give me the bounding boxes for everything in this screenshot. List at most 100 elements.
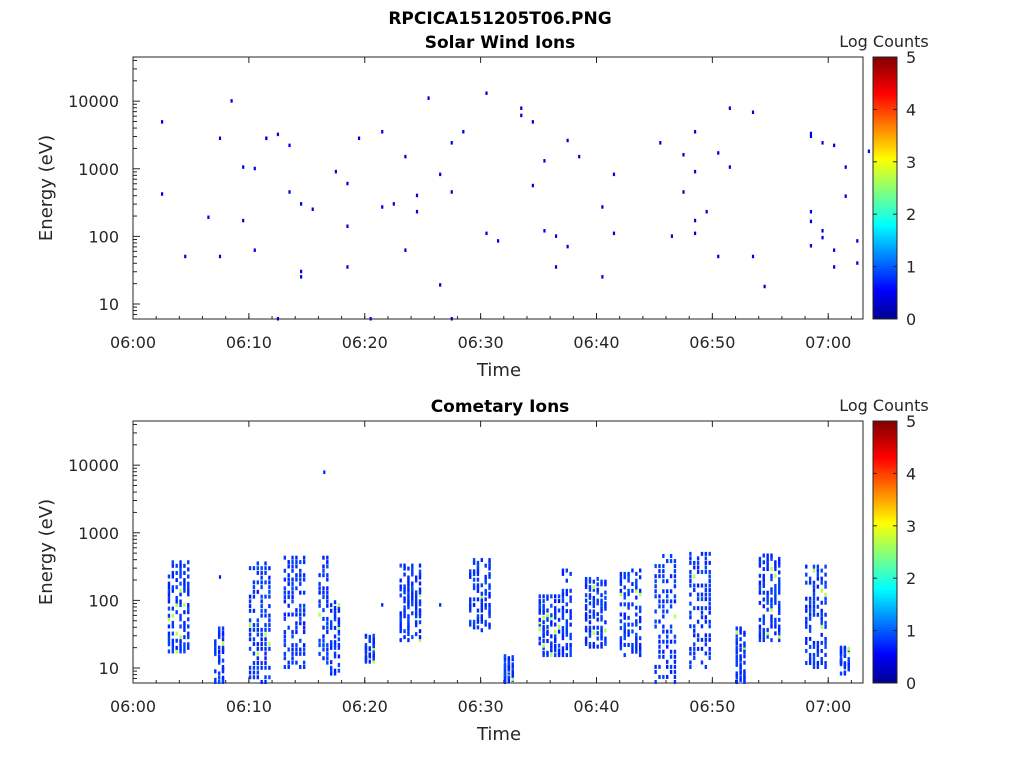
count-cell — [418, 635, 422, 640]
count-cell — [333, 654, 337, 659]
count-cell — [287, 603, 290, 608]
count-cell — [554, 634, 557, 639]
count-cell — [708, 637, 711, 642]
y-tick-label: 1000 — [78, 524, 119, 543]
count-cell — [816, 644, 820, 649]
count-cell — [689, 592, 692, 597]
count-cell — [805, 572, 808, 577]
count-cell — [669, 574, 673, 579]
count-cell — [217, 628, 221, 633]
count-cell — [739, 626, 742, 631]
count-cell — [488, 591, 491, 596]
count-cell — [248, 627, 252, 632]
count-cell — [333, 614, 337, 619]
count-cell — [183, 645, 186, 650]
count-cell — [816, 665, 820, 670]
count-cell — [469, 572, 472, 577]
count-cell — [778, 556, 781, 561]
count-cell — [414, 602, 418, 607]
count-cell — [619, 592, 623, 597]
count-cell — [808, 656, 812, 661]
count-cell — [179, 567, 182, 572]
count-cell — [669, 669, 673, 674]
count-cell — [600, 606, 603, 611]
count-cell — [207, 215, 210, 220]
count-cell — [217, 660, 221, 665]
count-cell — [623, 612, 626, 617]
count-cell — [561, 571, 565, 576]
x-tick-label: 06:30 — [458, 333, 504, 352]
count-cell — [604, 590, 607, 595]
count-cell — [252, 642, 256, 647]
count-cell — [824, 652, 827, 657]
count-cell — [368, 659, 372, 664]
count-cell — [600, 601, 603, 606]
count-cell — [708, 619, 711, 624]
count-cell — [287, 647, 290, 652]
count-cell — [689, 551, 692, 556]
count-cell — [839, 657, 843, 662]
colorbar-tick-label: 1 — [906, 258, 916, 277]
count-cell — [635, 605, 638, 610]
count-cell — [743, 630, 746, 635]
count-cell — [217, 645, 221, 650]
count-cell — [689, 646, 692, 651]
count-cell — [766, 597, 769, 602]
count-cell — [561, 598, 565, 603]
count-cell — [666, 644, 669, 649]
count-cell — [248, 646, 252, 651]
x-tick-label: 06:40 — [573, 333, 619, 352]
count-cell — [462, 129, 465, 134]
count-cell — [418, 602, 422, 607]
count-cell — [565, 646, 568, 651]
count-cell — [484, 563, 487, 568]
count-cell — [673, 659, 677, 664]
count-cell — [503, 658, 507, 663]
count-cell — [762, 567, 765, 572]
count-cell — [511, 669, 514, 674]
count-cell — [291, 564, 294, 569]
count-cell — [546, 613, 549, 618]
count-cell — [751, 110, 755, 114]
count-cell — [658, 574, 661, 579]
count-cell — [565, 653, 568, 658]
count-cell — [248, 637, 252, 642]
count-cell — [824, 580, 827, 585]
count-cell — [399, 629, 402, 634]
count-cell — [546, 617, 549, 622]
count-cell — [167, 638, 171, 643]
count-cell — [584, 585, 588, 590]
count-cell — [635, 578, 638, 583]
count-cell — [507, 659, 511, 664]
count-cell — [638, 646, 642, 651]
count-cell — [820, 640, 823, 645]
count-cell — [399, 587, 402, 592]
count-cell — [833, 248, 836, 252]
count-cell — [511, 672, 514, 677]
count-cell — [774, 600, 777, 605]
count-cell — [403, 596, 406, 601]
count-cell — [175, 603, 178, 608]
count-cell — [812, 596, 816, 601]
count-cell — [291, 660, 294, 665]
count-cell — [175, 570, 178, 575]
count-cell — [276, 317, 280, 321]
count-cell — [415, 193, 419, 198]
count-cell — [631, 629, 634, 634]
count-cell — [847, 667, 850, 672]
count-cell — [821, 141, 824, 145]
count-cell — [592, 612, 596, 617]
count-cell — [808, 644, 812, 649]
count-cell — [368, 634, 372, 639]
count-cell — [252, 580, 256, 585]
count-cell — [187, 642, 190, 647]
count-cell — [638, 605, 642, 610]
count-cell — [268, 566, 271, 571]
count-cell — [700, 646, 704, 651]
count-cell — [472, 560, 476, 565]
count-cell — [588, 595, 592, 600]
count-cell — [704, 642, 708, 647]
count-cell — [666, 609, 669, 614]
count-cell — [323, 470, 326, 474]
count-cell — [696, 597, 700, 602]
